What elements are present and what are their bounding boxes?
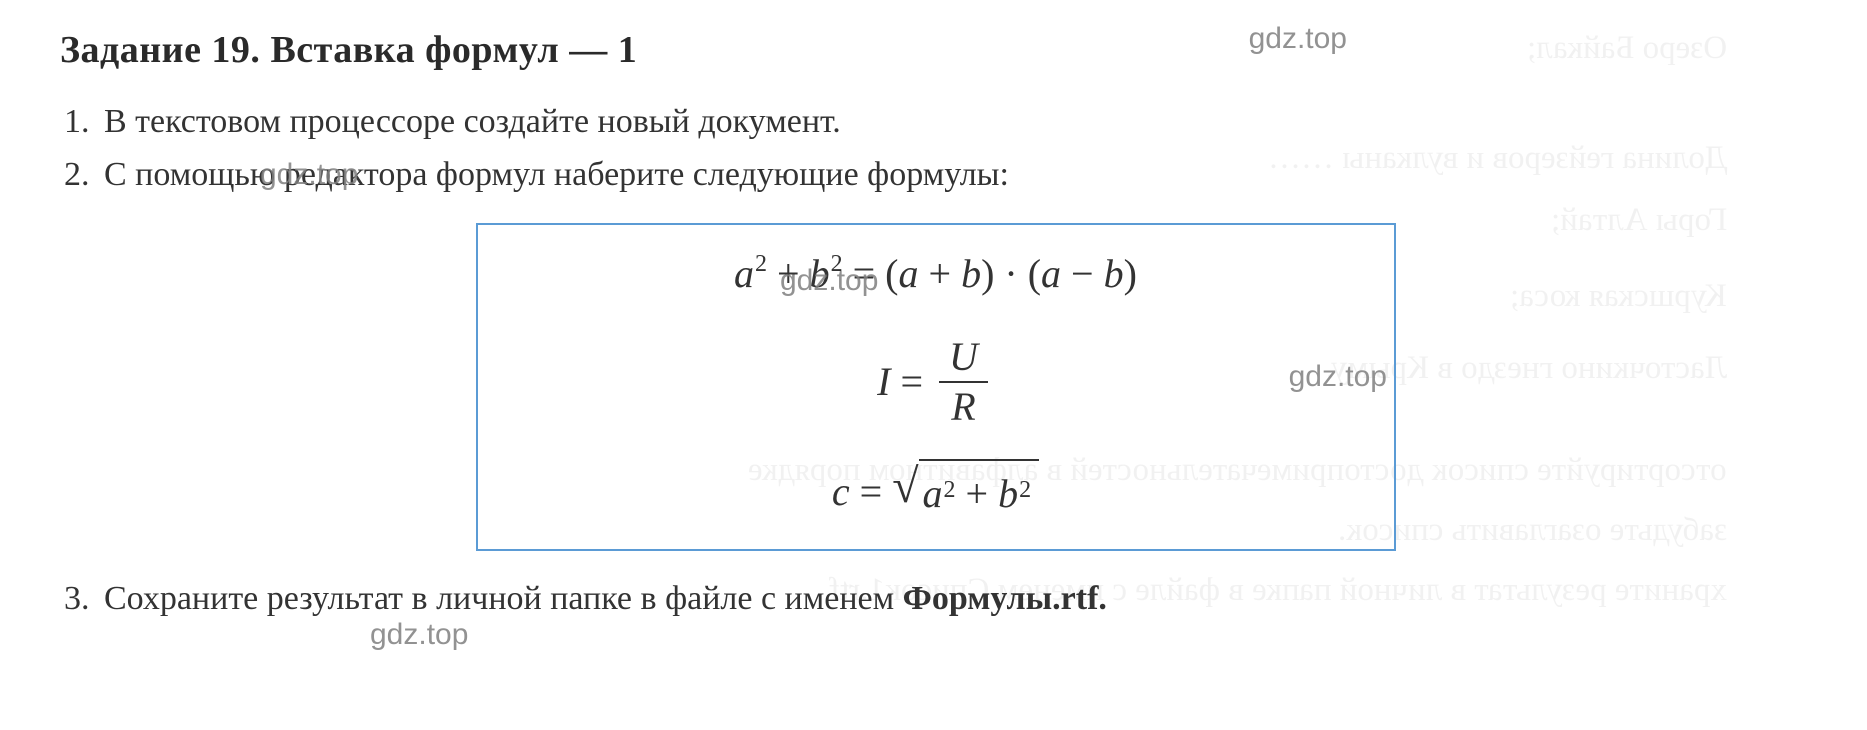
step-1: 1. В текстовом процессоре создайте новый… — [64, 96, 1807, 149]
exp-2: 2 — [755, 246, 767, 283]
task-title: Вставка формул — 1 — [270, 29, 637, 71]
denominator: R — [941, 383, 985, 431]
step-number: 3. — [64, 573, 104, 626]
var-b: b — [961, 243, 981, 305]
formula-ohms-law: I = U R — [877, 333, 994, 431]
formula-pythagoras: c = √ a2 + b2 — [832, 459, 1039, 525]
plus-op: + — [966, 463, 989, 525]
exp-2: 2 — [831, 246, 843, 283]
sqrt-body: a2 + b2 — [919, 459, 1040, 525]
paren-l: ( — [1028, 243, 1041, 305]
paren-l: ( — [885, 243, 898, 305]
watermark: gdz.top — [1249, 22, 1347, 56]
step-number: 2. — [64, 149, 104, 202]
paren-r: ) — [1124, 243, 1137, 305]
exp-2: 2 — [944, 472, 956, 509]
watermark: gdz.top — [780, 264, 878, 298]
equals-op: = — [860, 461, 883, 523]
sqrt: √ a2 + b2 — [892, 459, 1039, 525]
step-number: 1. — [64, 96, 104, 149]
numerator: U — [939, 333, 988, 383]
var-a: a — [734, 243, 754, 305]
var-I: I — [877, 351, 890, 413]
page-title: Задание 19. Вставка формул — 1 — [60, 28, 1807, 72]
sqrt-icon: √ — [892, 463, 918, 529]
var-a: a — [923, 463, 943, 525]
var-c: c — [832, 461, 850, 523]
watermark: gdz.top — [1289, 360, 1387, 394]
formula-box: a2 + b2 = (a + b) · (a − b) I = U R c = — [476, 223, 1396, 551]
exp-2: 2 — [1019, 472, 1031, 509]
minus-op: − — [1071, 243, 1094, 305]
mult-op: · — [1004, 243, 1017, 305]
step-text: Сохраните результат в личной папке в фай… — [104, 573, 1807, 626]
var-a: a — [899, 243, 919, 305]
var-a: a — [1041, 243, 1061, 305]
task-label: Задание 19. — [60, 29, 260, 71]
step-text-pre: Сохраните результат в личной папке в фай… — [104, 580, 903, 617]
filename: Формулы.rtf. — [903, 580, 1107, 617]
equals-op: = — [900, 351, 923, 413]
var-b: b — [998, 463, 1018, 525]
plus-op: + — [929, 243, 952, 305]
watermark: gdz.top — [260, 158, 358, 192]
fraction: U R — [939, 333, 988, 431]
var-b: b — [1104, 243, 1124, 305]
step-3: 3. Сохраните результат в личной папке в … — [64, 573, 1807, 626]
step-text: С помощью редактора формул наберите след… — [104, 149, 1807, 202]
watermark: gdz.top — [370, 618, 468, 652]
paren-r: ) — [981, 243, 994, 305]
step-text: В текстовом процессоре создайте новый до… — [104, 96, 1807, 149]
